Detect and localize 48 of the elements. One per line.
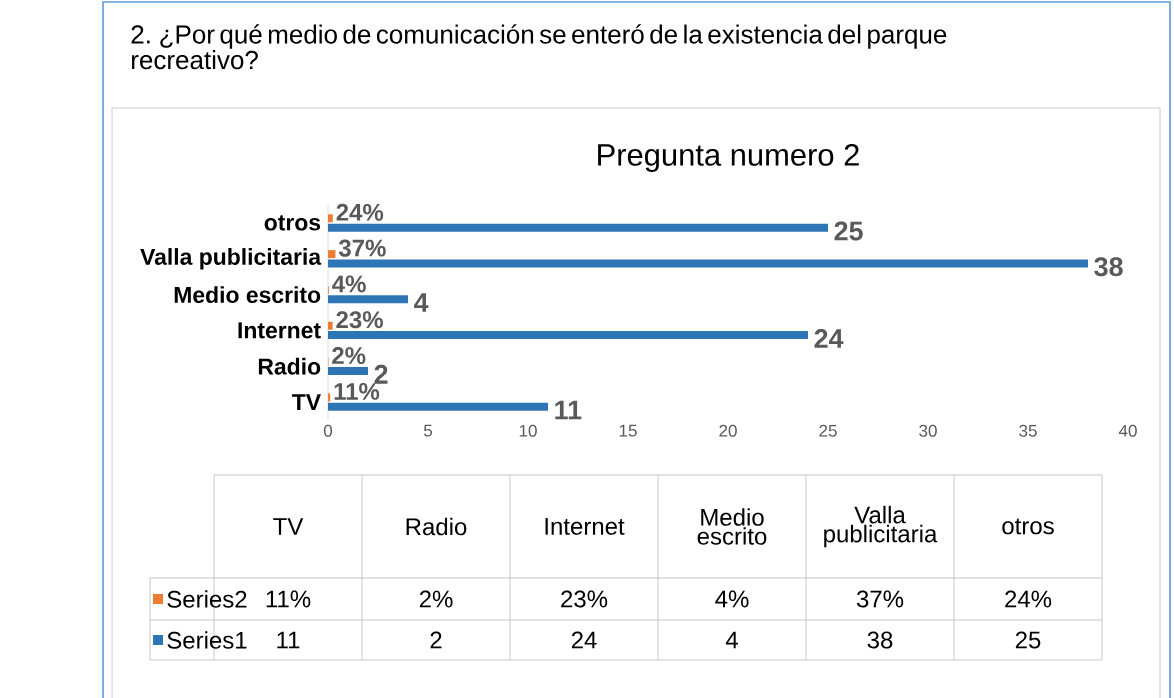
- category-label: Internet: [545, 518, 625, 535]
- y-tick-label: Internet: [238, 322, 321, 339]
- legend-label: Series2: [167, 590, 247, 608]
- data-label: 37%: [338, 239, 386, 257]
- text: 2%: [419, 590, 453, 608]
- category-label: Medio escrito: [697, 508, 767, 545]
- x-tick-label: 20: [719, 424, 737, 437]
- data-label: 11%: [334, 382, 380, 400]
- chart-title: Pregunta numero 2: [598, 143, 859, 172]
- text: 23%: [561, 590, 608, 608]
- text: 24%: [1005, 590, 1052, 608]
- y-tick-label: Radio: [258, 357, 321, 375]
- y-tick-label: Medio escrito: [174, 286, 321, 304]
- text: 24: [571, 631, 597, 649]
- category-label: Radio: [406, 517, 467, 536]
- text: 38: [867, 631, 893, 649]
- x-tick-label: 25: [819, 424, 837, 437]
- data-label: 2%: [332, 347, 366, 365]
- category-label: otros: [1002, 518, 1054, 535]
- data-label: 4: [414, 293, 429, 312]
- text: 25: [1015, 631, 1041, 649]
- y-tick-label: TV: [292, 394, 321, 410]
- data-label: 24: [814, 329, 844, 348]
- y-tick-label: otros: [264, 215, 321, 231]
- x-tick-label: 0: [323, 424, 333, 437]
- text: 2. ¿Por qué medio de comunicación se enteró de la existencia del parque recreativo?: [131, 24, 947, 70]
- text: 37%: [856, 590, 904, 608]
- text: 4: [725, 631, 738, 649]
- x-tick-label: 35: [1019, 424, 1037, 437]
- x-tick-label: 10: [519, 424, 537, 437]
- legend-label: Series1: [167, 631, 247, 649]
- data-label: 38: [1094, 257, 1123, 277]
- x-tick-label: 30: [919, 424, 937, 437]
- text: 4%: [715, 590, 749, 608]
- data-label: 24%: [336, 203, 384, 221]
- text: 11%: [266, 590, 311, 608]
- data-label: 2: [374, 364, 388, 384]
- y-tick-label: Valla publicitaria: [140, 248, 322, 270]
- data-label: 4%: [332, 275, 366, 293]
- category-label: Valla publicitaria: [824, 505, 938, 548]
- data-label: 23%: [336, 311, 383, 329]
- text: 11: [277, 631, 300, 649]
- x-tick-label: 40: [1118, 424, 1137, 437]
- data-label: 11: [555, 400, 582, 420]
- text: 2: [430, 631, 442, 649]
- x-tick-label: 5: [423, 424, 433, 437]
- data-label: 25: [834, 221, 863, 241]
- x-tick-label: 15: [619, 424, 637, 437]
